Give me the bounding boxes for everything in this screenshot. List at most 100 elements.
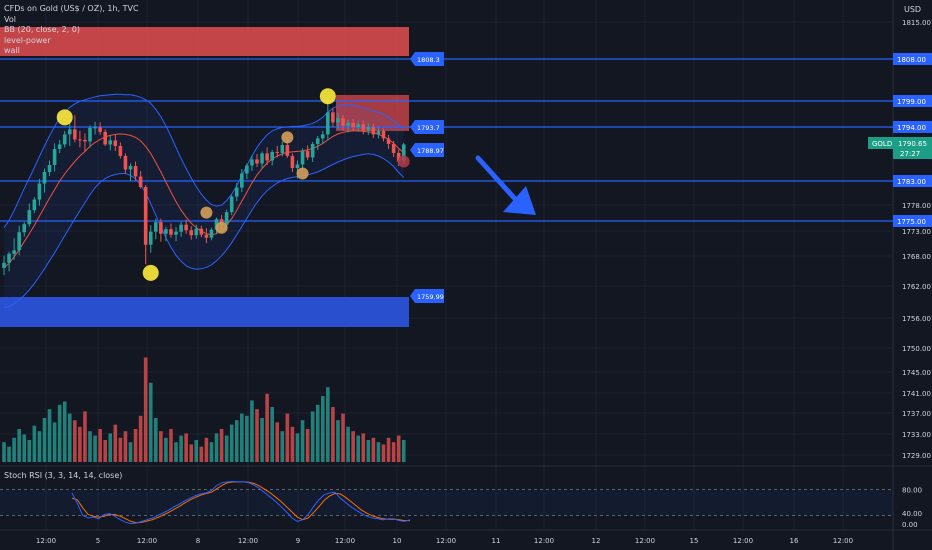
price-tick-label: 1768.00 [902, 253, 931, 261]
candle-body [52, 148, 57, 165]
candle-body [179, 224, 183, 232]
gold-symbol-badge [868, 137, 893, 149]
level-flag-1808-text: 1808.3 [417, 56, 440, 64]
time-tick-label: 12:00 [833, 537, 853, 545]
marker-yellow [142, 264, 159, 281]
volume-bar [224, 435, 229, 462]
candle-body [275, 151, 280, 153]
candle-body [209, 229, 214, 238]
volume-bar [169, 429, 173, 462]
volume-bar [108, 433, 113, 462]
volume-bar [275, 422, 280, 462]
candle-body [138, 176, 143, 188]
volume-bar [42, 418, 47, 462]
level-flag-1794-text: 1793.7 [417, 124, 440, 132]
chart-legend: CFDs on Gold (US$ / OZ), 1h, TVC Vol BB … [4, 4, 139, 57]
volume-bar [2, 442, 6, 462]
volume-bar [73, 420, 77, 462]
candle-body [42, 172, 47, 184]
time-tick-label: 8 [196, 537, 200, 545]
blue-wall-flag [410, 289, 444, 303]
marker-red [397, 155, 410, 168]
candle-body [305, 150, 310, 158]
candle-body [83, 139, 87, 142]
volume-bar [12, 437, 16, 462]
candle-body [265, 153, 269, 161]
marker-orange [215, 221, 228, 234]
price-tick-label: 1745.00 [902, 369, 931, 377]
volume-bar [305, 429, 310, 462]
volume-bar [174, 442, 178, 462]
candle-body [98, 127, 102, 132]
volume-bar [346, 426, 350, 462]
red-wall-zone [0, 27, 409, 56]
stoch-tick-label: 40.00 [902, 510, 922, 518]
volume-bar [128, 442, 133, 462]
current-price-text: 1790.65 [898, 140, 927, 148]
time-tick-label: 12:00 [36, 537, 56, 545]
candle-body [245, 165, 249, 174]
current-flag [410, 143, 444, 157]
volume-bar [381, 444, 386, 462]
candle-body [118, 145, 123, 156]
volume-bar [361, 433, 366, 462]
volume-bar [118, 437, 123, 462]
volume-bar [245, 415, 249, 462]
marker-yellow [56, 109, 73, 126]
candle-body [12, 250, 16, 254]
legend-wall: wall [4, 46, 20, 55]
time-tick-label: 12:00 [534, 537, 554, 545]
candle-body [154, 222, 158, 232]
volume-bar [320, 396, 325, 462]
volume-bar [234, 420, 239, 462]
candle-body [376, 130, 381, 135]
price-badge-1783.00 [893, 175, 932, 187]
bb-fill [4, 94, 404, 308]
blue-wall-zone [0, 297, 409, 327]
legend-vol: Vol [4, 14, 16, 24]
candle-body [108, 140, 113, 145]
candle-body [37, 183, 42, 200]
candle-body [290, 155, 295, 168]
volume-bar [7, 446, 11, 462]
price-badge-1808.00 [893, 53, 932, 65]
current-price-badge [893, 137, 932, 159]
volume-bar [396, 435, 401, 462]
price-tick-label: 1729.00 [902, 452, 931, 460]
trend-arrow-head [503, 186, 536, 215]
candle-body [234, 187, 239, 197]
volume-bar [22, 434, 27, 462]
volume-bar [336, 420, 340, 462]
gold-symbol-text: GOLD [872, 140, 892, 148]
volume-bar [204, 437, 209, 462]
candle-body [255, 159, 259, 164]
stoch-rsi-label: Stoch RSI (3, 3, 14, 14, close) [4, 471, 123, 480]
stoch-tick-label: 80.00 [902, 487, 922, 495]
marker-yellow [319, 88, 336, 105]
candle-body [250, 159, 254, 166]
time-tick-label: 5 [96, 537, 100, 545]
time-tick-label: 10 [393, 537, 402, 545]
bb-lower-line [3, 153, 405, 309]
volume-bar [62, 401, 67, 462]
candle-body [22, 224, 27, 233]
price-badge-1775.00 [893, 215, 932, 227]
candle-body [361, 124, 366, 131]
volume-bar [123, 431, 128, 462]
volume-bar [154, 418, 158, 462]
candle-body [88, 127, 92, 142]
volume-bar [78, 426, 82, 462]
volume-bar [285, 413, 290, 462]
bb-basis-line [3, 130, 405, 269]
candle-body [189, 230, 194, 236]
legend-bb: BB (20, close, 2, 0) [4, 25, 80, 34]
marker-orange [296, 167, 309, 180]
candle-body [103, 131, 107, 145]
volume-bar [290, 426, 295, 462]
volume-bar [376, 442, 381, 462]
marker-orange [281, 131, 294, 144]
currency-label: USD [904, 5, 922, 14]
candle-body [331, 112, 335, 123]
